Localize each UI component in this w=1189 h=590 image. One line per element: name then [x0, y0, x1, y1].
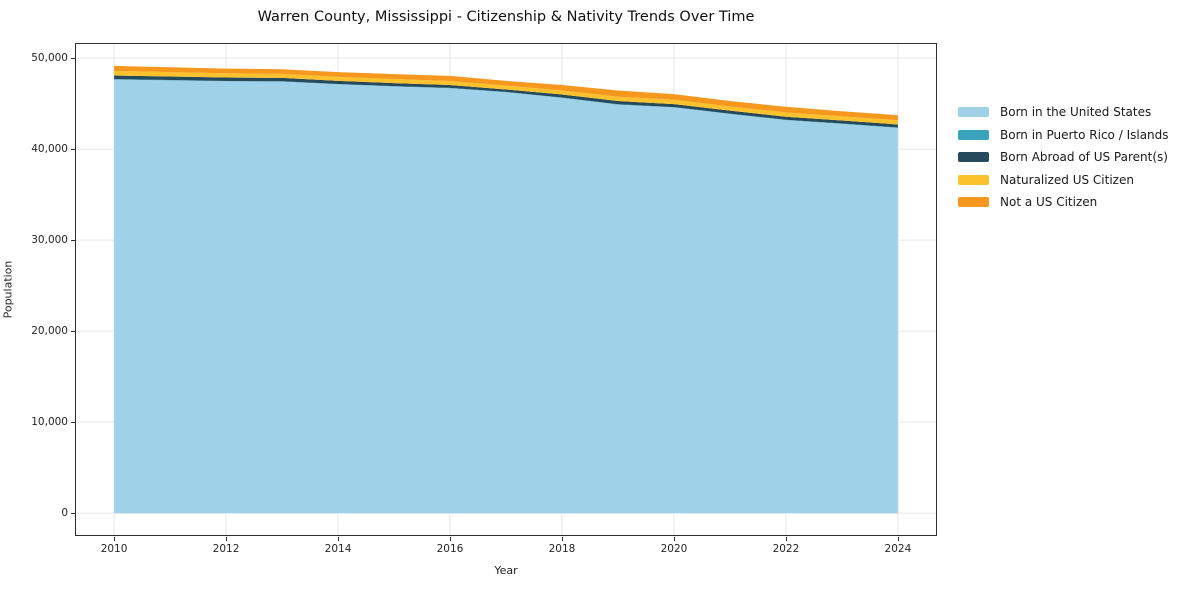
x-tick-label: 2022 — [772, 543, 800, 555]
x-tick-mark — [561, 537, 563, 541]
x-tick-label: 2014 — [324, 543, 352, 555]
area-band — [114, 65, 898, 121]
legend-item: Born in the United States — [958, 101, 1169, 124]
y-tick-mark — [71, 149, 75, 151]
legend-label: Born Abroad of US Parent(s) — [1000, 150, 1168, 165]
y-tick-mark — [71, 513, 75, 515]
legend-item: Naturalized US Citizen — [958, 169, 1169, 192]
y-tick-mark — [71, 331, 75, 333]
x-tick-mark — [897, 537, 899, 541]
x-tick-label: 2020 — [660, 543, 688, 555]
plot-area — [75, 43, 937, 536]
area-band — [114, 79, 898, 514]
y-tick-label: 50,000 — [31, 52, 68, 65]
x-tick-mark — [226, 537, 228, 541]
y-axis-title: Population — [1, 260, 15, 319]
x-tick-label: 2016 — [436, 543, 464, 555]
x-axis-title: Year — [494, 564, 518, 577]
x-tick-label: 2024 — [884, 543, 912, 555]
x-tick-label: 2018 — [548, 543, 576, 555]
stacked-area-plot — [76, 44, 936, 535]
legend-label: Born in Puerto Rico / Islands — [1000, 127, 1169, 142]
legend-label: Naturalized US Citizen — [1000, 172, 1134, 187]
legend-label: Born in the United States — [1000, 105, 1152, 120]
x-tick-mark — [785, 537, 787, 541]
legend: Born in the United States Born in Puerto … — [958, 101, 1169, 214]
legend-swatch — [958, 174, 989, 185]
x-tick-mark — [114, 537, 116, 541]
x-tick-mark — [450, 537, 451, 541]
y-tick-label: 30,000 — [31, 234, 68, 247]
y-tick-label: 40,000 — [31, 143, 68, 156]
legend-swatch — [958, 107, 989, 118]
legend-item: Born in Puerto Rico / Islands — [958, 124, 1169, 147]
y-tick-label: 20,000 — [31, 325, 68, 338]
chart-title: Warren County, Mississippi - Citizenship… — [257, 9, 755, 25]
y-tick-label: 0 — [61, 507, 68, 520]
x-tick-mark — [673, 537, 675, 541]
legend-item: Born Abroad of US Parent(s) — [958, 146, 1169, 169]
legend-swatch — [958, 152, 989, 163]
legend-swatch — [958, 197, 989, 208]
x-tick-mark — [338, 537, 340, 541]
legend-label: Not a US Citizen — [1000, 195, 1098, 210]
legend-swatch — [958, 129, 989, 140]
legend-item: Not a US Citizen — [958, 191, 1169, 214]
y-tick-mark — [71, 58, 75, 60]
area-band — [114, 70, 898, 125]
y-tick-mark — [71, 422, 75, 424]
y-tick-mark — [71, 240, 75, 242]
x-tick-label: 2010 — [100, 543, 128, 555]
y-tick-label: 10,000 — [31, 416, 68, 429]
x-tick-label: 2012 — [212, 543, 240, 555]
